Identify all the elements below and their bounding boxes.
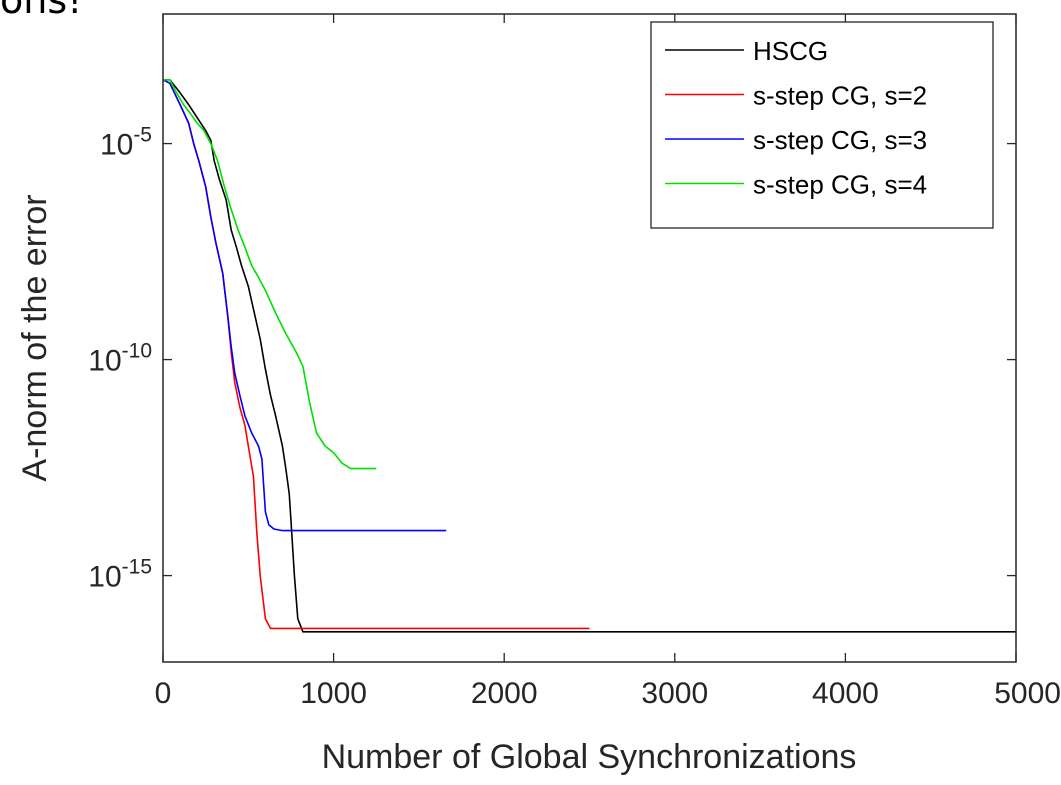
y-tick-label: 10-10 <box>88 340 152 378</box>
series-line-4 <box>163 79 377 470</box>
x-tick-label: 5000 <box>994 677 1061 710</box>
series-line-1 <box>163 79 1016 633</box>
axis-ticks: 0 1000 2000 3000 4000 5000 10-5 10-10 10-15 <box>88 14 1061 710</box>
x-tick-label: 4000 <box>812 677 879 710</box>
slide-text-fragment: ons! <box>0 0 83 22</box>
legend-label-2: s-step CG, s=2 <box>753 81 927 111</box>
legend-label-3: s-step CG, s=3 <box>753 125 927 155</box>
y-tick-label: 10-15 <box>88 556 152 594</box>
chart-legend: HSCG s-step CG, s=2 s-step CG, s=3 s-step C… <box>650 21 994 229</box>
legend-label-1: HSCG <box>753 36 828 66</box>
y-axis-label: A-norm of the error <box>16 194 54 481</box>
x-axis-label: Number of Global Synchronizations <box>322 738 857 776</box>
x-tick-label: 0 <box>155 677 172 710</box>
x-tick-label: 3000 <box>641 677 708 710</box>
y-tick-label: 10-5 <box>100 124 152 162</box>
series-lines <box>162 79 1016 633</box>
series-line-3 <box>162 79 447 532</box>
x-tick-label: 2000 <box>471 677 538 710</box>
legend-box <box>650 21 994 229</box>
legend-label-4: s-step CG, s=4 <box>753 170 927 200</box>
plot-frame <box>162 13 1017 663</box>
x-tick-label: 1000 <box>300 677 367 710</box>
